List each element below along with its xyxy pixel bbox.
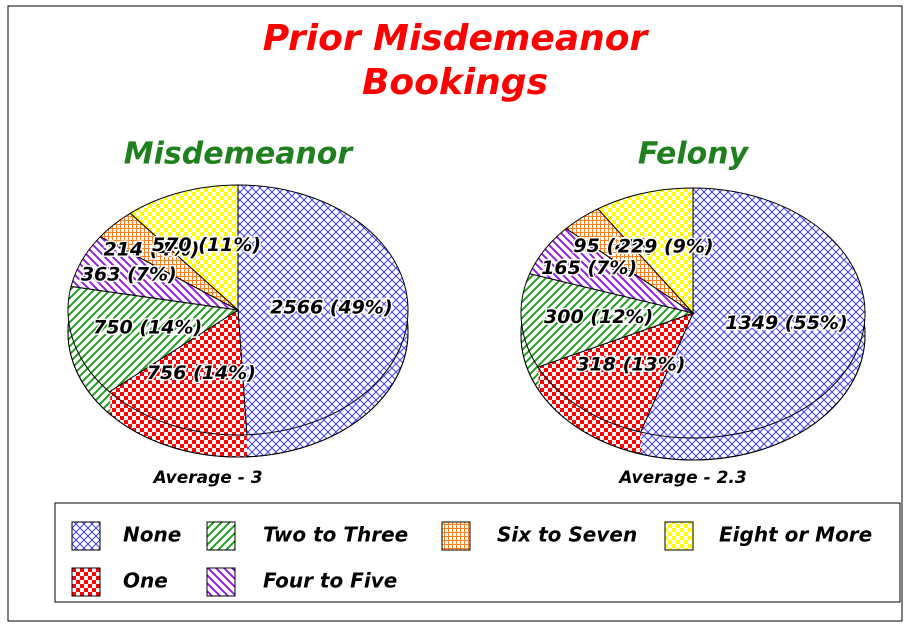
pie-slice [537,312,694,433]
data-label: 750 (14%) [93,316,202,338]
data-label: 300 (12%) [544,306,653,328]
legend-label: Six to Seven [497,523,637,547]
data-label: 229 (9%) [618,236,714,258]
data-label: 165 (7%) [541,257,637,279]
legend-swatch [206,567,236,597]
pie-title: Felony [638,137,750,172]
legend-swatch [664,521,694,551]
pie-slice [108,309,248,436]
legend-swatch [71,567,101,597]
data-label: 1349 (55%) [725,312,847,334]
legend-label: Two to Three [263,523,408,547]
pie-slice [520,273,695,368]
annotation: Average - 2.3 [617,468,746,488]
pie-slice [237,184,409,436]
legend-label: Four to Five [263,569,397,593]
pie-title: Misdemeanor [124,137,355,172]
pie-slice [67,285,240,393]
title-line: Prior Misdemeanor [263,18,650,59]
legend-label: One [123,569,168,593]
data-label: 570 (11%) [152,234,261,256]
legend-box [54,502,901,603]
annotation: Average - 3 [151,468,262,488]
legend-label: Eight or More [719,523,872,547]
title-line: Bookings [362,62,548,103]
legend-swatch [441,521,471,551]
data-label: 756 (14%) [147,362,256,384]
legend-swatch [206,521,236,551]
pie-slice [129,184,239,312]
data-label: 214 (4%) [103,238,199,260]
data-label: 2566 (49%) [270,297,392,319]
legend-swatch [71,521,101,551]
pie-slice [639,187,866,439]
data-label: 95 (4%) [573,235,656,257]
legend-label: None [123,523,181,547]
data-label: 318 (13%) [576,353,685,375]
data-label: 363 (7%) [81,264,177,286]
pie-slice [597,187,694,315]
